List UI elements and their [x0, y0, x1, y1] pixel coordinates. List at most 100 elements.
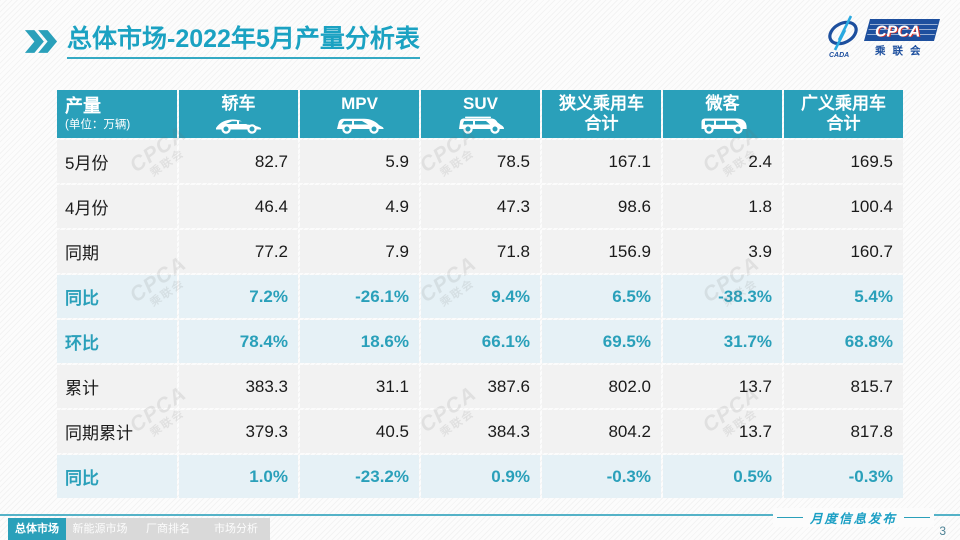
- section-tabbar: 总体市场 新能源市场 厂商排名 市场分析: [8, 518, 270, 540]
- cell: 13.7: [663, 365, 782, 408]
- mpv-icon: [336, 119, 384, 134]
- cell: 0.9%: [421, 455, 540, 498]
- cell: 7.2%: [179, 275, 298, 318]
- col-header-microvan: 微客: [663, 90, 782, 138]
- cell: 169.5: [784, 140, 903, 183]
- production-table: 产量 (单位：万辆) 轿车 MPV: [55, 88, 905, 500]
- cell: 804.2: [542, 410, 661, 453]
- corner-subtitle: (单位：万辆): [65, 118, 131, 131]
- cell: 4.9: [300, 185, 419, 228]
- cell: 2.4: [663, 140, 782, 183]
- cell: 18.6%: [300, 320, 419, 363]
- cell: 46.4: [179, 185, 298, 228]
- row-label: 累计: [57, 365, 177, 408]
- cell: 802.0: [542, 365, 661, 408]
- logo-swoosh-text: CADA: [829, 52, 849, 59]
- page-title: 总体市场-2022年5月产量分析表: [67, 24, 420, 60]
- table-header-row: 产量 (单位：万辆) 轿车 MPV: [57, 90, 903, 138]
- cell: 1.8: [663, 185, 782, 228]
- cpca-swoosh-icon: CADA: [828, 15, 858, 59]
- cell: 82.7: [179, 140, 298, 183]
- double-chevron-icon: [24, 30, 58, 53]
- tab-nev-market[interactable]: 新能源市场: [66, 518, 134, 540]
- tab-market-analysis[interactable]: 市场分析: [202, 518, 270, 540]
- cell: 9.4%: [421, 275, 540, 318]
- cell: 0.5%: [663, 455, 782, 498]
- table-row-yoy: 同比 7.2% -26.1% 9.4% 6.5% -38.3% 5.4%: [57, 275, 903, 318]
- cell: 7.9: [300, 230, 419, 273]
- caption-dash-right: [904, 516, 930, 519]
- cell: 1.0%: [179, 455, 298, 498]
- logo-org-name: 乘联会: [874, 44, 928, 57]
- page-title-strong: 总体市场: [67, 25, 168, 53]
- cell: 815.7: [784, 365, 903, 408]
- caption-text: 月度信息发布: [809, 512, 897, 526]
- cell: 78.4%: [179, 320, 298, 363]
- col-header-broad-pv: 广义乘用车 合计: [784, 90, 903, 138]
- cell: 66.1%: [421, 320, 540, 363]
- footer-caption: 月度信息发布: [772, 508, 934, 527]
- row-label: 同比: [57, 275, 177, 318]
- cell: 817.8: [784, 410, 903, 453]
- row-label: 4月份: [57, 185, 177, 228]
- cell: 40.5: [300, 410, 419, 453]
- cell: 47.3: [421, 185, 540, 228]
- row-label: 环比: [57, 320, 177, 363]
- table-row-cumulative-same-period: 同期累计 379.3 40.5 384.3 804.2 13.7 817.8: [57, 410, 903, 453]
- row-label: 同比: [57, 455, 177, 498]
- tab-overall-market[interactable]: 总体市场: [8, 518, 66, 540]
- cell: 78.5: [421, 140, 540, 183]
- table-row-mom: 环比 78.4% 18.6% 66.1% 69.5% 31.7% 68.8%: [57, 320, 903, 363]
- cell: 5.9: [300, 140, 419, 183]
- cell: 98.6: [542, 185, 661, 228]
- tab-manufacturer-ranking[interactable]: 厂商排名: [134, 518, 202, 540]
- corner-title: 产量: [65, 96, 101, 117]
- production-table-wrap: 产量 (单位：万辆) 轿车 MPV: [55, 88, 905, 502]
- cell: 5.4%: [784, 275, 903, 318]
- cell: 379.3: [179, 410, 298, 453]
- cell: -0.3%: [784, 455, 903, 498]
- cell: 31.1: [300, 365, 419, 408]
- page-header: 总体市场-2022年5月产量分析表: [24, 24, 420, 60]
- row-label: 同期累计: [57, 410, 177, 453]
- cell: -38.3%: [663, 275, 782, 318]
- footer-divider-line: [0, 514, 960, 516]
- cell: 383.3: [179, 365, 298, 408]
- col-header-sedan: 轿车: [179, 90, 298, 138]
- cell: 100.4: [784, 185, 903, 228]
- cell: -0.3%: [542, 455, 661, 498]
- cpca-box: CPCA CPCA: [864, 19, 940, 41]
- cell: 384.3: [421, 410, 540, 453]
- cell: 160.7: [784, 230, 903, 273]
- logo-cpca-text: CPCA: [875, 23, 920, 40]
- suv-icon: [458, 116, 504, 134]
- col-header-mpv: MPV: [300, 90, 419, 138]
- cell: 13.7: [663, 410, 782, 453]
- table-row-cumulative-yoy: 同比 1.0% -23.2% 0.9% -0.3% 0.5% -0.3%: [57, 455, 903, 498]
- cell: 167.1: [542, 140, 661, 183]
- cpca-logo: CADA CPCA CPCA 乘联会: [820, 12, 942, 65]
- cell: 31.7%: [663, 320, 782, 363]
- col-header-suv: SUV: [421, 90, 540, 138]
- table-row-may: 5月份 82.7 5.9 78.5 167.1 2.4 169.5: [57, 140, 903, 183]
- page-number: 3: [939, 524, 946, 538]
- cell: -26.1%: [300, 275, 419, 318]
- col-header-narrow-pv: 狭义乘用车 合计: [542, 90, 661, 138]
- svg-text:CPCA: CPCA: [876, 24, 921, 41]
- cell: 71.8: [421, 230, 540, 273]
- caption-dash-left: [776, 516, 803, 519]
- cell: 3.9: [663, 230, 782, 273]
- table-row-cumulative: 累计 383.3 31.1 387.6 802.0 13.7 815.7: [57, 365, 903, 408]
- cell: -23.2%: [300, 455, 419, 498]
- cell: 77.2: [179, 230, 298, 273]
- row-label: 5月份: [57, 140, 177, 183]
- cell: 156.9: [542, 230, 661, 273]
- cell: 6.5%: [542, 275, 661, 318]
- corner-header: 产量 (单位：万辆): [57, 90, 177, 138]
- cell: 68.8%: [784, 320, 903, 363]
- cell: 387.6: [421, 365, 540, 408]
- microvan-icon: [701, 118, 747, 134]
- page-title-rest: -2022年5月产量分析表: [167, 25, 420, 53]
- row-label: 同期: [57, 230, 177, 273]
